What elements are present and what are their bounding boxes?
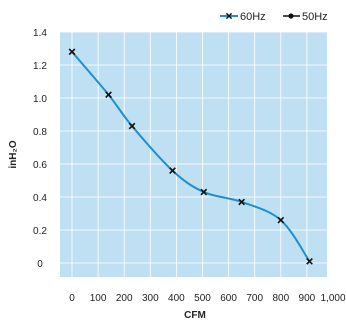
data-point-60hz — [277, 216, 285, 224]
x-tick-label: 700 — [246, 293, 263, 304]
legend: 60Hz 50Hz — [220, 11, 328, 23]
y-tick-label: 0.8 — [33, 127, 47, 138]
data-point-60hz — [169, 167, 176, 174]
x-tick-label: 100 — [90, 293, 107, 304]
y-tick-label: 0.2 — [33, 226, 47, 237]
x-tick-label: 0 — [69, 293, 75, 304]
y-tick-label: 1.2 — [33, 61, 47, 72]
y-tick-label: 0 — [37, 259, 43, 270]
x-tick-label: 200 — [116, 293, 133, 304]
legend-item-60hz: 60Hz — [220, 11, 266, 23]
y-tick-labels: 0 0.2 0.4 0.6 0.8 1.0 1.2 1.4 — [33, 28, 47, 270]
x-tick-label: 300 — [142, 293, 159, 304]
x-tick-label: 600 — [220, 293, 237, 304]
data-point-60hz — [105, 91, 112, 99]
y-tick-label: 0.6 — [33, 160, 47, 171]
x-tick-label: 400 — [168, 293, 185, 304]
y-axis-title: inH₂O — [8, 140, 19, 169]
plot-area — [60, 32, 327, 277]
data-point-60hz — [306, 257, 313, 265]
y-tick-label: 1.4 — [33, 28, 47, 39]
legend-60hz-x-marker — [225, 12, 233, 20]
legend-50hz-dot-marker — [288, 13, 294, 19]
x-tick-label: 1,000 — [320, 293, 345, 304]
x-tick-label: 800 — [272, 293, 289, 304]
y-tick-label: 0.4 — [33, 193, 47, 204]
y-tick-label: 1.0 — [33, 94, 47, 105]
series-lines — [68, 48, 313, 265]
x-tick-label: 500 — [194, 293, 211, 304]
legend-item-50hz: 50Hz — [283, 11, 328, 23]
x-axis-title: CFM — [184, 310, 206, 321]
legend-50hz-label: 50Hz — [302, 11, 328, 23]
x-tick-label: 900 — [299, 293, 316, 304]
grid-lines — [60, 31, 334, 277]
data-point-60hz — [128, 122, 136, 130]
x-tick-labels: 0 100 200 300 400 500 600 700 800 900 1,000 — [69, 293, 346, 304]
legend-60hz-label: 60Hz — [240, 11, 266, 23]
data-point-60hz — [238, 198, 246, 206]
data-point-60hz — [68, 48, 76, 56]
data-point-60hz — [200, 188, 208, 196]
